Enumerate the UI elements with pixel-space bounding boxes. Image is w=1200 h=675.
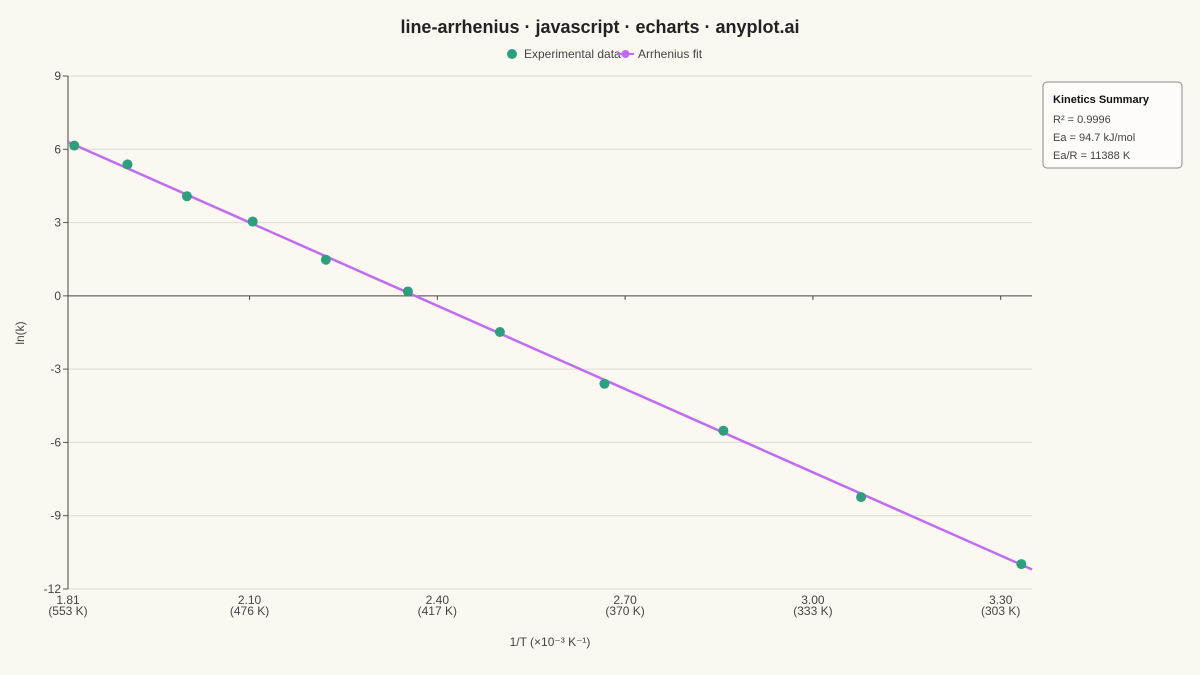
axes	[67, 76, 1032, 590]
summary-box-border	[1042, 81, 1183, 169]
y-tick-label: -6	[50, 435, 61, 449]
data-point[interactable]	[718, 425, 729, 436]
legend-symbol-experimental	[507, 49, 517, 59]
x-tick-label: 1.81	[56, 593, 80, 607]
data-point[interactable]	[122, 159, 133, 170]
summary-activation-energy: Ea = 94.7 kJ/mol	[1053, 132, 1135, 144]
legend-label-experimental: Experimental data	[524, 47, 621, 61]
experimental-points-series	[69, 140, 1027, 570]
y-tick-label: 0	[54, 289, 61, 303]
y-axis-label: ln(k)	[13, 321, 27, 344]
data-point[interactable]	[181, 191, 192, 202]
x-tick-sublabel: (333 K)	[793, 604, 832, 618]
legend-item-experimental[interactable]: Experimental data	[507, 47, 621, 61]
x-tick-label: 2.40	[426, 593, 450, 607]
data-point[interactable]	[247, 216, 258, 227]
data-point[interactable]	[69, 140, 80, 151]
kinetics-summary-box: Kinetics Summary R² = 0.9996 Ea = 94.7 k…	[1042, 81, 1183, 169]
data-point[interactable]	[402, 286, 413, 297]
x-tick-sublabel: (476 K)	[230, 604, 269, 618]
summary-ea-over-r: Ea/R = 11388 K	[1053, 150, 1131, 162]
legend-symbol-fit	[621, 50, 630, 58]
x-tick-sublabel: (370 K)	[605, 604, 644, 618]
fit-line	[68, 140, 1033, 571]
summary-box-title: Kinetics Summary	[1053, 94, 1150, 106]
legend[interactable]: Experimental data Arrhenius fit	[507, 47, 703, 61]
data-point[interactable]	[1016, 559, 1027, 570]
legend-item-fit[interactable]: Arrhenius fit	[617, 47, 703, 61]
x-tick-label: 3.00	[801, 593, 825, 607]
y-tick-label: -12	[44, 582, 62, 596]
data-point[interactable]	[494, 327, 505, 338]
y-tick-label: -3	[50, 362, 61, 376]
x-tick-label: 2.10	[238, 593, 262, 607]
chart-title: line-arrhenius · javascript · echarts · …	[400, 17, 799, 37]
x-tick-sublabel: (417 K)	[418, 604, 457, 618]
y-tick-label: 9	[54, 69, 61, 83]
fit-line-series	[68, 140, 1033, 571]
x-tick-sublabel: (303 K)	[981, 604, 1020, 618]
y-tick-label: -9	[50, 509, 61, 523]
legend-label-fit: Arrhenius fit	[638, 47, 703, 61]
data-point[interactable]	[856, 492, 867, 503]
y-axis-ticks: 9 6 3 0 -3 -6 -9 -12	[44, 69, 68, 596]
x-axis-ticks: 1.81(553 K) 2.10(476 K) 2.40(417 K) 2.70(37…	[48, 295, 1020, 618]
x-tick-sublabel: (553 K)	[48, 604, 87, 618]
data-point[interactable]	[599, 378, 610, 389]
summary-r-squared: R² = 0.9996	[1053, 114, 1111, 126]
y-tick-label: 6	[54, 142, 61, 156]
y-tick-label: 3	[54, 216, 61, 230]
x-tick-label: 3.30	[989, 593, 1013, 607]
data-point[interactable]	[320, 254, 331, 265]
grid-lines	[68, 75, 1032, 517]
x-axis-label: 1/T (×10⁻³ K⁻¹)	[510, 635, 591, 649]
x-tick-label: 2.70	[613, 593, 637, 607]
